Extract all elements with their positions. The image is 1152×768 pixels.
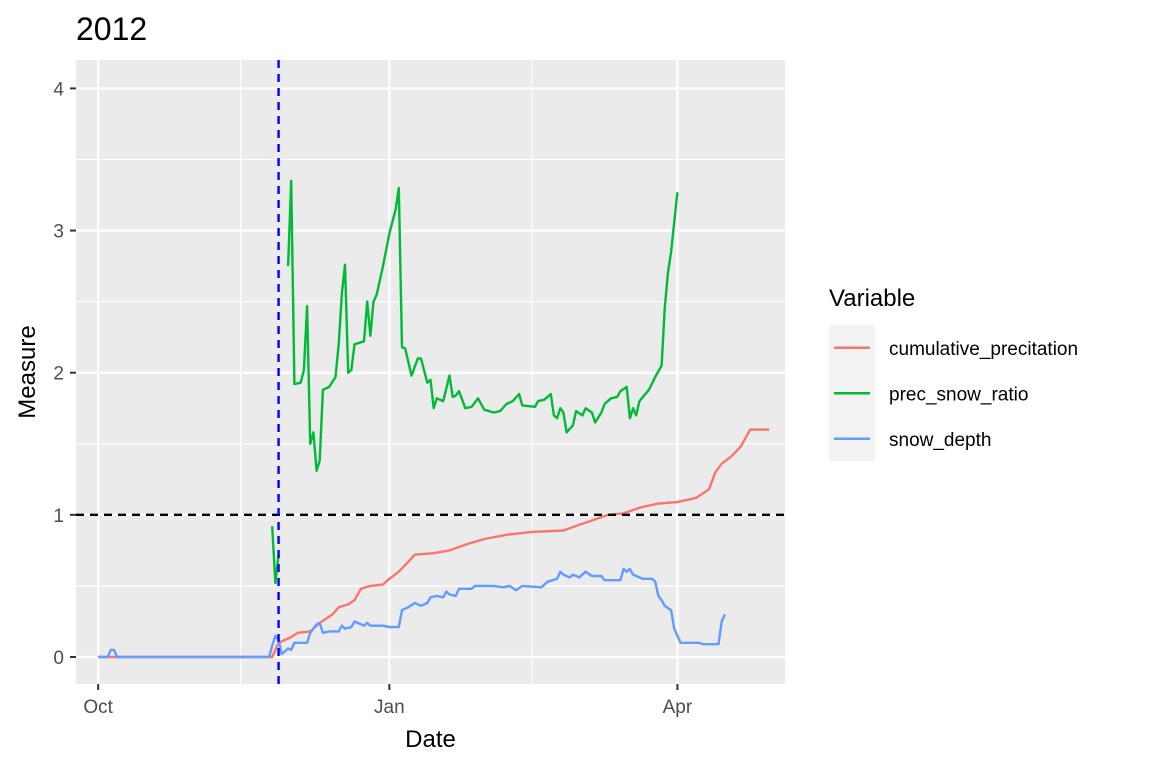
legend-title: Variable [829, 285, 915, 312]
x-tick-label: Apr [663, 697, 693, 718]
legend-label: snow_depth [889, 430, 991, 451]
x-tick-label: Oct [83, 697, 113, 718]
series-line [98, 567, 726, 659]
legend-label: cumulative_precitation [889, 339, 1078, 360]
y-tick-label: 0 [53, 648, 64, 669]
chart-title: 2012 [76, 11, 147, 47]
y-axis: 0 1 2 3 4 [53, 79, 76, 669]
legend-label: prec_snow_ratio [889, 384, 1028, 405]
series-layer [98, 179, 770, 659]
legend: Variable cumulative_precitation prec_snow… [829, 285, 1078, 462]
x-axis: Oct Jan Apr [83, 684, 693, 718]
y-tick-label: 3 [53, 222, 64, 243]
series-line [286, 179, 679, 472]
y-tick-label: 1 [53, 506, 64, 527]
y-tick-label: 4 [53, 79, 64, 100]
y-axis-label: Measure [14, 325, 41, 418]
series-snow-depth [98, 567, 726, 659]
y-tick-label: 2 [53, 364, 64, 385]
x-tick-label: Jan [374, 697, 405, 718]
reference-lines [76, 60, 785, 684]
x-axis-label: Date [405, 726, 456, 753]
